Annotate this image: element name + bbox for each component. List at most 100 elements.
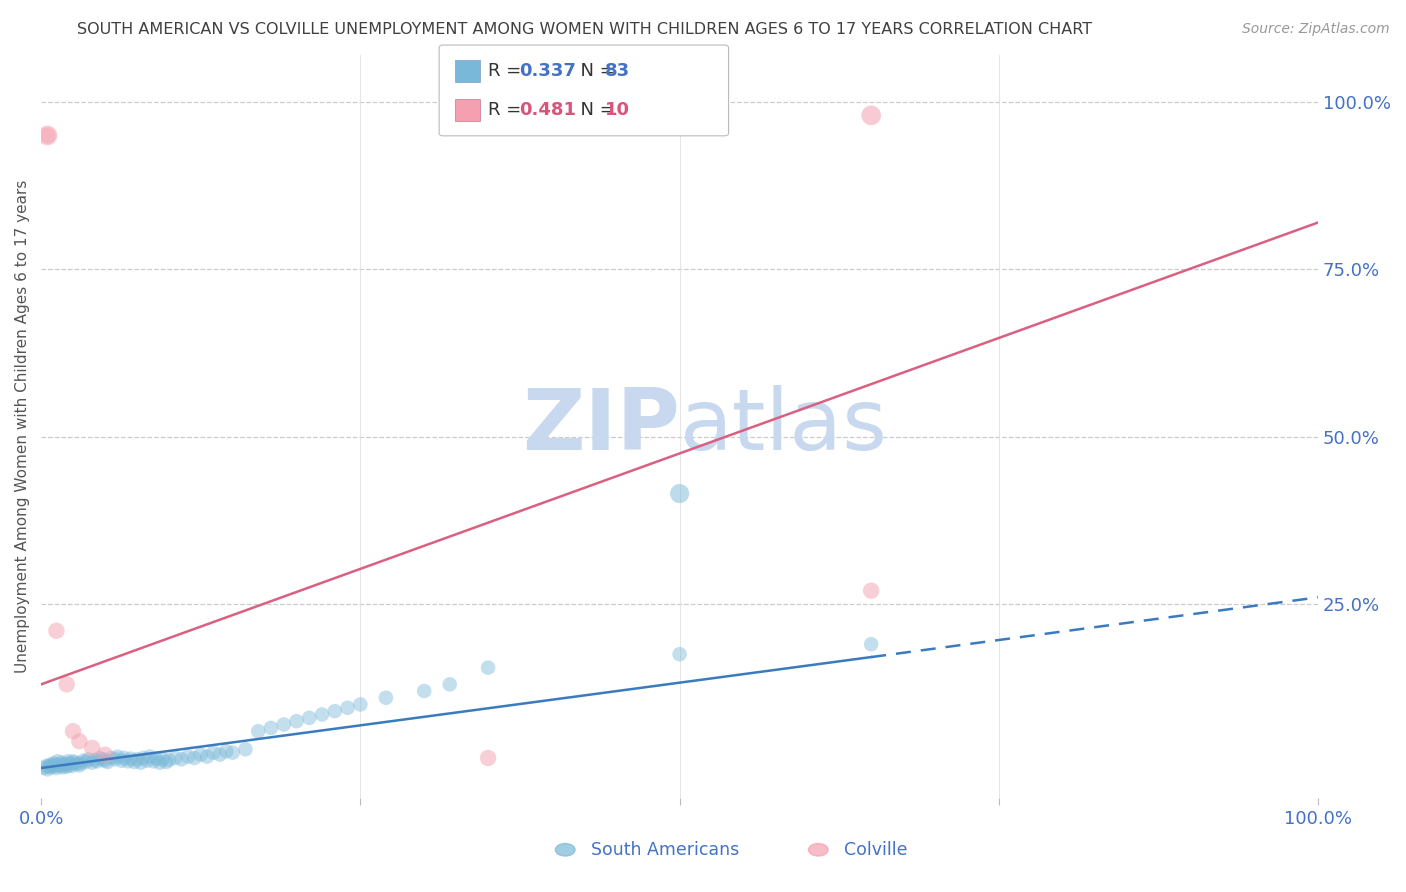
- Point: [55, 760, 77, 774]
- Text: Colville: Colville: [844, 841, 907, 859]
- Point: [104, 752, 127, 766]
- Point: [336, 700, 359, 714]
- Point: [221, 746, 243, 760]
- Point: [860, 108, 883, 122]
- Point: [165, 751, 187, 765]
- Point: [117, 754, 139, 768]
- Point: [157, 753, 180, 767]
- Point: [83, 753, 105, 767]
- Point: [37, 763, 59, 777]
- Point: [349, 698, 371, 712]
- Y-axis label: Unemployment Among Women with Children Ages 6 to 17 years: Unemployment Among Women with Children A…: [15, 180, 30, 673]
- Point: [41, 758, 63, 772]
- Point: [94, 747, 117, 762]
- Point: [235, 742, 257, 756]
- Point: [668, 647, 690, 661]
- Point: [66, 756, 89, 771]
- Point: [138, 749, 160, 764]
- Point: [35, 759, 58, 773]
- Point: [62, 724, 84, 739]
- Point: [120, 751, 142, 765]
- Point: [215, 744, 238, 758]
- Text: Source: ZipAtlas.com: Source: ZipAtlas.com: [1241, 22, 1389, 37]
- Point: [82, 756, 104, 770]
- Point: [60, 759, 83, 773]
- Point: [477, 751, 499, 765]
- Point: [183, 751, 205, 765]
- Point: [86, 754, 108, 768]
- Point: [142, 754, 165, 768]
- Point: [89, 751, 111, 765]
- Point: [44, 759, 66, 773]
- Point: [202, 746, 225, 760]
- Point: [860, 583, 883, 598]
- Point: [247, 724, 270, 739]
- Point: [42, 756, 65, 771]
- Point: [72, 754, 94, 768]
- Text: N =: N =: [568, 62, 620, 79]
- Point: [285, 714, 308, 728]
- Point: [177, 749, 200, 764]
- Point: [112, 751, 135, 765]
- Point: [413, 684, 436, 698]
- Point: [45, 761, 67, 775]
- Text: atlas: atlas: [679, 385, 887, 468]
- Point: [477, 660, 499, 674]
- Text: R =: R =: [488, 101, 527, 120]
- Point: [48, 757, 70, 772]
- Point: [32, 761, 55, 775]
- Point: [260, 721, 283, 735]
- Text: 10: 10: [605, 101, 630, 120]
- Point: [129, 756, 152, 770]
- Point: [132, 751, 155, 765]
- Point: [37, 128, 59, 143]
- Text: 0.481: 0.481: [519, 101, 576, 120]
- Text: 0.337: 0.337: [519, 62, 576, 79]
- Text: ZIP: ZIP: [522, 385, 679, 468]
- Text: 83: 83: [605, 62, 630, 79]
- Text: South Americans: South Americans: [591, 841, 738, 859]
- Point: [860, 637, 883, 651]
- Point: [110, 754, 132, 768]
- Point: [170, 752, 193, 766]
- Point: [39, 757, 62, 772]
- Point: [124, 755, 146, 769]
- Point: [323, 704, 346, 718]
- Point: [77, 752, 100, 766]
- Point: [668, 486, 690, 500]
- Text: N =: N =: [568, 101, 620, 120]
- Point: [190, 747, 212, 762]
- Point: [374, 690, 396, 705]
- Point: [136, 754, 159, 768]
- Point: [67, 734, 90, 748]
- Point: [208, 747, 231, 762]
- Point: [62, 754, 84, 768]
- Point: [75, 755, 97, 769]
- Point: [82, 740, 104, 755]
- Point: [63, 756, 86, 770]
- Point: [152, 752, 174, 766]
- Point: [46, 754, 69, 768]
- Point: [45, 624, 67, 638]
- Point: [96, 755, 118, 769]
- Text: R =: R =: [488, 62, 527, 79]
- Point: [51, 756, 73, 770]
- Point: [298, 711, 321, 725]
- Point: [58, 756, 80, 771]
- Point: [38, 760, 60, 774]
- Point: [273, 717, 295, 731]
- Point: [149, 756, 172, 770]
- Point: [155, 755, 177, 769]
- Point: [195, 749, 218, 764]
- Point: [94, 754, 117, 768]
- Point: [67, 758, 90, 772]
- Point: [49, 759, 72, 773]
- Point: [69, 756, 91, 771]
- Point: [55, 677, 77, 691]
- Point: [100, 751, 122, 765]
- Point: [53, 758, 76, 772]
- Point: [52, 760, 75, 774]
- Point: [59, 757, 82, 772]
- Point: [37, 128, 59, 143]
- Point: [145, 751, 167, 765]
